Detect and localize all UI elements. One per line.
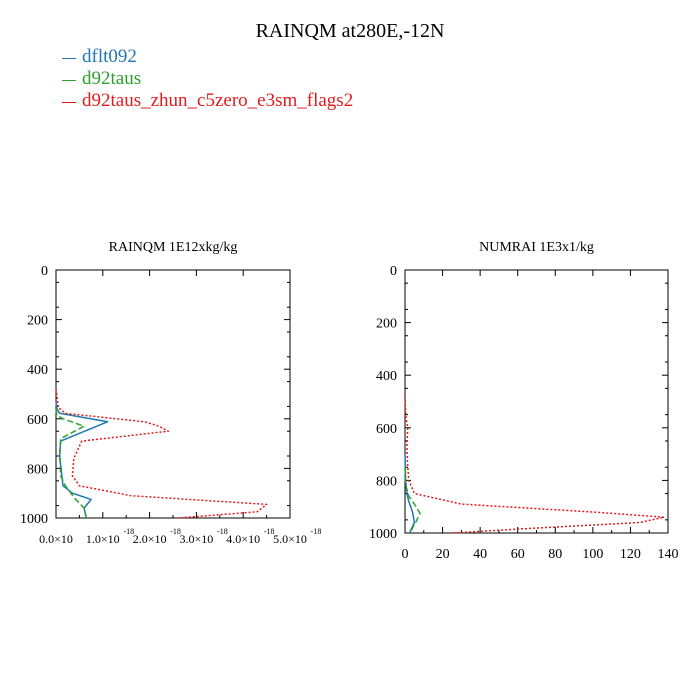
legend-label-zhun: d92taus_zhun_c5zero_e3sm_flags2 (82, 90, 354, 111)
panel-title: NUMRAI 1E3x1/kg (479, 240, 594, 255)
x-tick-label: 4.0×10 (226, 532, 260, 546)
panel-rainqm: RAINQM 1E12xkg/kg 0 200 400 600 800 1000 0.0×10… (20, 240, 321, 546)
legend-swatch-dflt092 (62, 57, 76, 59)
y-tick-label: 600 (376, 422, 397, 437)
x-tick-label: 0 (402, 547, 409, 562)
x-tick-label: 140 (658, 547, 679, 562)
x-tick-label: 2.0×10 (133, 532, 167, 546)
legend-swatch-d92taus (62, 79, 76, 81)
x-tick-label: 20 (436, 547, 450, 562)
page-title: RAINQM at280E,-12N (255, 20, 445, 42)
x-tick-label: 0.0×10 (39, 532, 73, 546)
x-tick-label: 120 (620, 547, 641, 562)
y-tick-label: 400 (27, 363, 48, 378)
plot-frame (404, 269, 669, 534)
x-tick-label: 5.0×10 (273, 532, 307, 546)
series-line-d92taus-zhun (404, 396, 665, 534)
y-tick-label: 0 (390, 264, 397, 279)
series-line-dflt092 (404, 454, 416, 534)
y-tick-label: 200 (27, 314, 48, 329)
x-tick-exponent: -18 (264, 527, 275, 536)
legend-label-d92taus: d92taus (82, 68, 142, 89)
x-tick-exponent: -18 (170, 527, 181, 536)
y-tick-label: 0 (41, 264, 48, 279)
legend-item-zhun: d92taus_zhun_c5zero_e3sm_flags2 (62, 90, 353, 112)
x-tick-label: 60 (511, 547, 525, 562)
series-line-d92taus-zhun (55, 388, 268, 519)
y-tick-label: 800 (27, 462, 48, 477)
series-line-dflt092 (55, 401, 109, 519)
y-tick-label: 600 (27, 413, 48, 428)
x-tick-exponent: -18 (123, 527, 134, 536)
panel-title: RAINQM 1E12xkg/kg (109, 240, 238, 255)
legend-swatch-zhun (62, 101, 76, 103)
y-tick-label: 200 (376, 317, 397, 332)
y-tick-label: 400 (376, 369, 397, 384)
x-tick-label: 40 (473, 547, 487, 562)
plot-frame (55, 269, 291, 519)
legend-label-dflt092: dflt092 (82, 46, 137, 67)
series-line-d92taus (404, 467, 421, 534)
x-tick-label: 1.0×10 (86, 532, 120, 546)
y-tick-label: 800 (376, 474, 397, 489)
x-tick-label: 3.0×10 (180, 532, 214, 546)
series-line-d92taus (55, 408, 88, 519)
legend: dflt092 d92taus d92taus_zhun_c5zero_e3sm… (62, 46, 353, 112)
legend-item-d92taus: d92taus (62, 68, 353, 90)
legend-item-dflt092: dflt092 (62, 46, 353, 68)
y-tick-label: 1000 (369, 527, 397, 542)
x-tick-exponent: -18 (311, 527, 322, 536)
panel-numrai: NUMRAI 1E3x1/kg 0 200 400 600 800 1000 0 20 40 60 8… (369, 240, 679, 562)
x-tick-label: 80 (548, 547, 562, 562)
x-tick-exponent: -18 (217, 527, 228, 536)
y-tick-label: 1000 (20, 512, 48, 527)
x-tick-label: 100 (582, 547, 603, 562)
